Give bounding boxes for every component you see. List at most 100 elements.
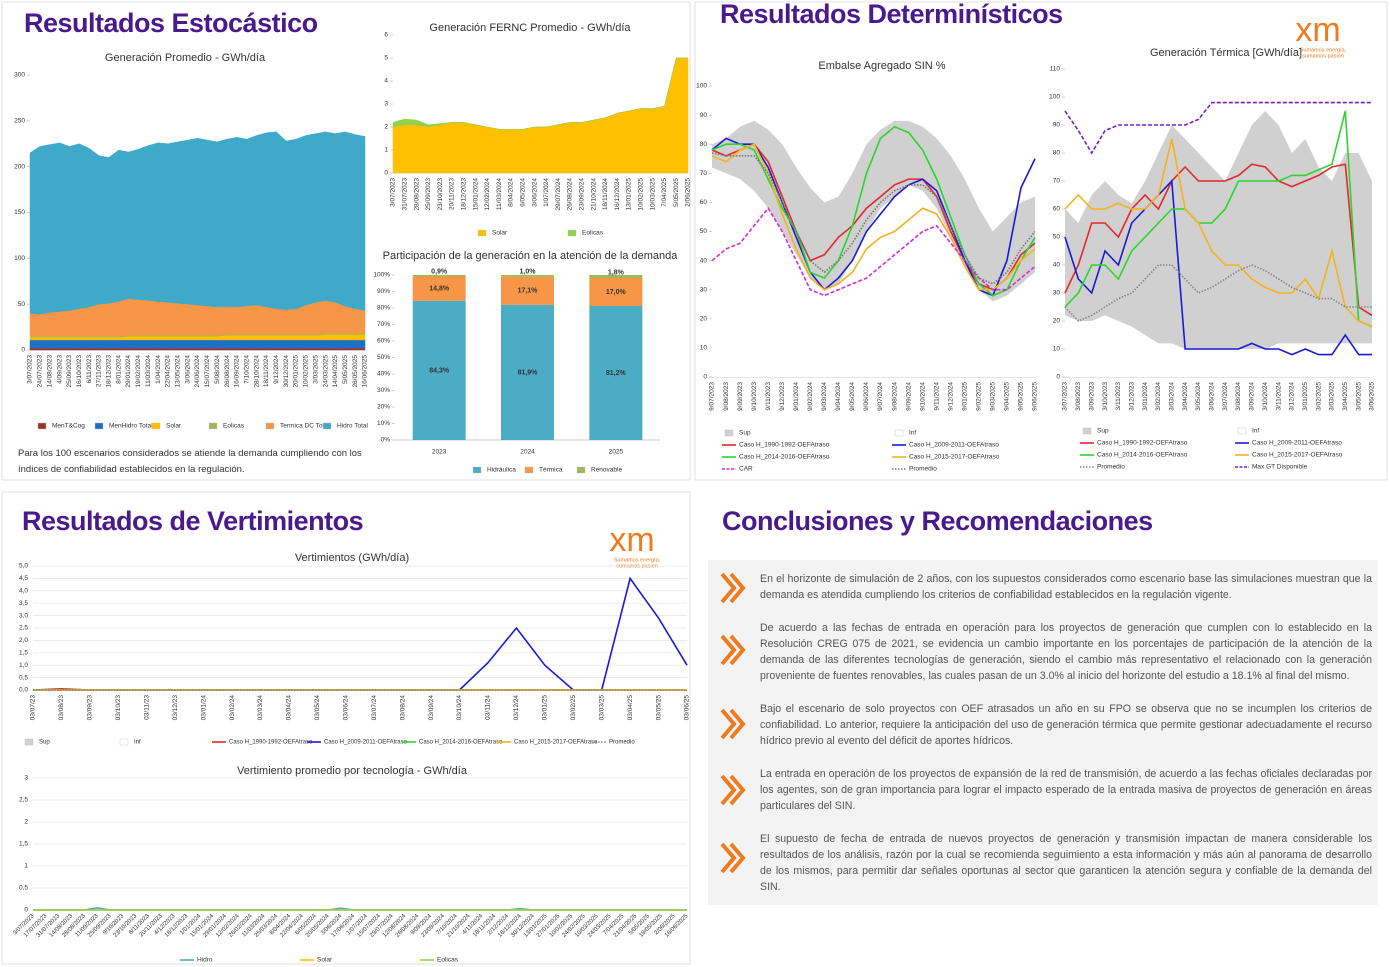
y-tick-label: 50%	[377, 354, 390, 361]
value-label: 1,0%	[520, 269, 537, 276]
x-tick-label: 3/04/2024	[1182, 382, 1189, 411]
x-tick-label: 30/12/2024	[283, 355, 290, 388]
y-tick-label: 30	[1053, 290, 1061, 297]
x-tick-label: 3/07/2023	[1062, 382, 1069, 411]
section-title: Resultados Estocástico	[24, 8, 318, 38]
x-tick-label: 2024	[520, 449, 535, 456]
x-tick-label: 2023	[432, 449, 447, 456]
y-tick-label: 100	[1049, 94, 1060, 101]
y-tick-label: 1,5	[19, 841, 28, 848]
x-tick-label: 3/10/2023	[1102, 382, 1109, 411]
x-tick-label: 9/09/2024	[905, 382, 912, 411]
legend-label: Caso H_2014-2016-OEFAtraso	[1097, 452, 1188, 459]
x-tick-label: 03/08/24	[399, 695, 406, 721]
legend-label: Caso H_1990-1992-OEFAtraso	[229, 740, 313, 746]
x-tick-label: 2/06/2025	[685, 178, 692, 207]
x-tick-label: 03/10/24	[456, 695, 463, 721]
legend-label: Caso H_2015-2017-OEFAtraso	[1252, 452, 1343, 459]
legend-label: MenHidro Total	[109, 423, 153, 430]
x-tick-label: 9/08/2024	[891, 382, 898, 411]
chevron	[729, 842, 746, 874]
legend-label: Max GT Disponible	[1252, 464, 1308, 471]
x-tick-label: 03/04/25	[627, 695, 634, 721]
x-tick-label: 23/09/2024	[579, 178, 586, 211]
value-label: 84,3%	[429, 367, 450, 374]
x-tick-label: 9/12/2024	[947, 382, 954, 411]
band-area	[712, 167, 1035, 377]
legend-marker	[1082, 427, 1092, 435]
y-tick-label: 0,5	[19, 674, 28, 681]
line	[1064, 163, 1373, 317]
x-tick-label: 9/10/2024	[919, 382, 926, 411]
chart-title: Generación FERNC Promedio - GWh/día	[429, 22, 631, 34]
logo-tagline: Sumamos energía,	[1300, 47, 1347, 53]
y-tick-label: 4,0	[19, 588, 28, 595]
x-tick-label: 24/06/2024	[194, 355, 201, 388]
chart-title: Generación Térmica [GWh/día]	[1150, 47, 1302, 59]
line	[1064, 264, 1372, 322]
x-tick-label: 12/02/2024	[484, 178, 491, 211]
y-tick-label: 3,5	[19, 600, 28, 607]
x-tick-label: 5/05/2025	[342, 355, 349, 384]
x-tick-label: 18/11/2024	[263, 355, 270, 387]
x-tick-label: 03/09/24	[428, 695, 435, 721]
conclusion: En el horizonte de simulación de 2 años,…	[760, 573, 1372, 601]
legend-label: Inf	[1252, 428, 1259, 435]
y-tick-label: 0	[703, 374, 707, 381]
logo-tagline: sumamos pasión	[616, 563, 658, 569]
chart-title: Embalse Agregado SIN %	[818, 60, 945, 72]
chart-title: Participación de la generación en la ate…	[383, 250, 679, 262]
line	[1064, 179, 1372, 356]
x-tick-label: 3/06/2024	[531, 178, 538, 207]
panel	[1, 491, 691, 965]
y-tick-label: 20%	[377, 404, 390, 411]
y-tick-label: 80	[700, 141, 708, 148]
conclusion: Bajo el escenario de solo proyectos con …	[760, 703, 1372, 747]
x-tick-label: 9/07/2023	[709, 382, 716, 411]
value-label: 0,9%	[431, 269, 448, 276]
legend-label: Térmica	[539, 467, 563, 474]
y-tick-label: 5	[384, 55, 388, 62]
chart-title: Generación Promedio - GWh/día	[105, 52, 266, 64]
x-tick-label: 03/01/25	[542, 695, 549, 721]
panel	[708, 560, 1378, 905]
x-tick-label: 7/04/2025	[661, 178, 668, 207]
line	[1064, 101, 1372, 155]
y-tick-label: 1	[24, 863, 28, 870]
y-tick-label: 150	[14, 209, 25, 216]
y-tick-label: 0,0	[19, 687, 28, 694]
x-tick-label: 3/08/2023	[1075, 382, 1082, 411]
legend-label: CAR	[739, 466, 753, 473]
x-tick-label: 5/05/2025	[673, 178, 680, 207]
conclusion: El supuesto de fecha de entrada de nuevo…	[760, 833, 1372, 893]
x-tick-label: 3/10/2024	[1262, 382, 1269, 411]
x-tick-label: 4/09/2023	[56, 355, 63, 384]
x-tick-label: 3/05/2025	[1355, 382, 1362, 411]
y-tick-label: 0%	[381, 437, 391, 444]
logo-mark: xm	[1295, 11, 1340, 49]
value-label: 81,9%	[518, 369, 539, 376]
x-tick-label: 9/08/2023	[723, 382, 730, 411]
x-tick-label: 9/02/2024	[807, 382, 814, 411]
x-tick-label: 11/03/2024	[145, 355, 152, 387]
x-tick-label: 3/08/2024	[1235, 382, 1242, 411]
x-tick-label: 16/06/2025	[362, 355, 369, 388]
value-label: 17,1%	[518, 288, 539, 295]
x-tick-label: 6/05/2024	[520, 178, 527, 207]
x-tick-label: 29/07/2024	[555, 178, 562, 211]
x-tick-label: 03/12/24	[513, 695, 520, 721]
line	[711, 143, 1036, 291]
x-tick-label: 26/08/2024	[567, 178, 574, 211]
x-tick-label: 22/04/2024	[165, 355, 172, 388]
y-tick-label: 0	[1056, 374, 1060, 381]
y-tick-label: 20	[700, 316, 708, 323]
legend-label: Promedio	[1097, 464, 1125, 471]
x-tick-label: 28/08/2023	[413, 178, 420, 211]
chevron	[720, 842, 737, 874]
x-tick-label: 03/11/24	[485, 695, 492, 720]
x-tick-label: 03/01/24	[200, 695, 207, 721]
x-tick-label: 8/04/2024	[508, 178, 515, 207]
y-tick-label: 70	[700, 170, 708, 177]
x-tick-label: 03/05/25	[655, 695, 662, 721]
